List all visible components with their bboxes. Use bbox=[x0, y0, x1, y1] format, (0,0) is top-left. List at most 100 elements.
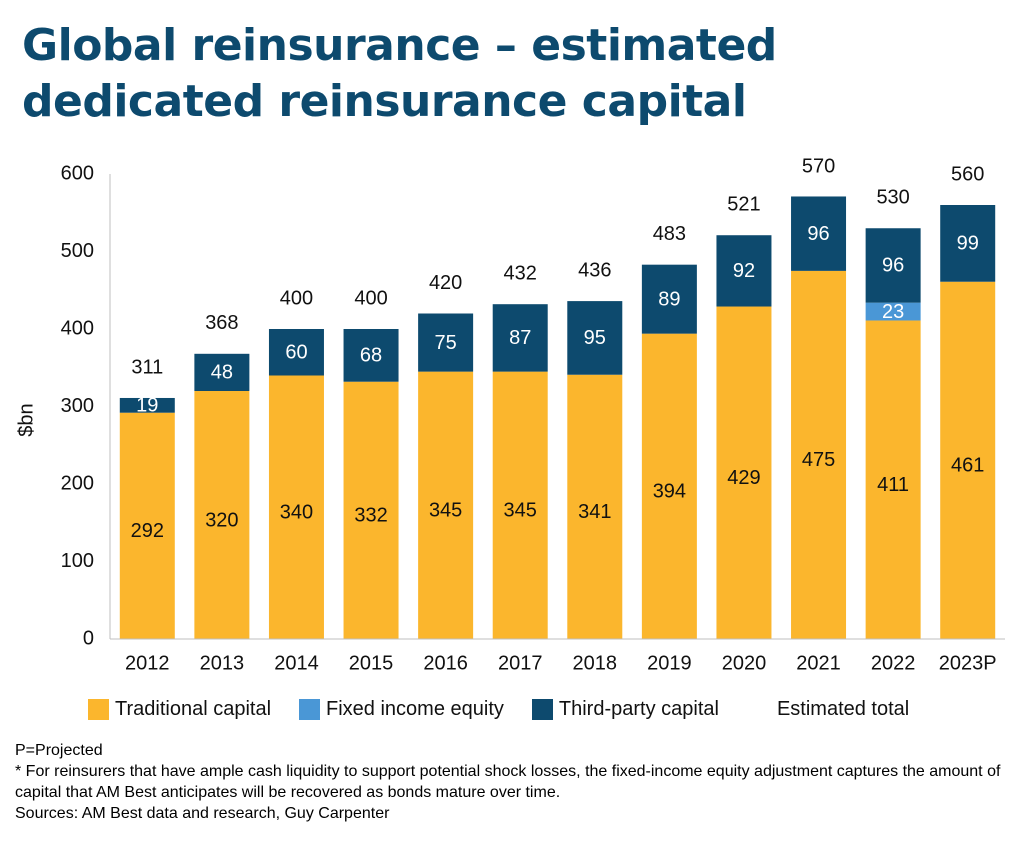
data-label-third-party-2015: 68 bbox=[360, 345, 382, 367]
y-tick-label-600: 600 bbox=[61, 162, 94, 184]
legend-label-third-party: Third-party capital bbox=[558, 697, 719, 720]
data-label-third-party-2012: 19 bbox=[136, 395, 158, 417]
note-fixed-income: * For reinsurers that have ample cash li… bbox=[15, 763, 1001, 801]
bar-traditional-2013 bbox=[194, 391, 250, 639]
chart-title-line-2: dedicated reinsurance capital bbox=[22, 76, 747, 127]
data-label-third-party-2016: 75 bbox=[435, 332, 457, 354]
x-tick-label-2022: 2022 bbox=[871, 652, 916, 674]
note-projected: P=Projected bbox=[15, 742, 103, 759]
data-label-traditional-2019: 394 bbox=[653, 481, 686, 503]
total-label-2022: 530 bbox=[876, 187, 909, 209]
total-label-2020: 521 bbox=[727, 194, 760, 216]
legend: Traditional capital Fixed income equity … bbox=[88, 696, 937, 722]
legend-swatch-fixed-income bbox=[299, 698, 321, 720]
bar-traditional-2020 bbox=[716, 306, 772, 639]
chart-title-line-1: Global reinsurance – estimated bbox=[22, 20, 777, 71]
data-label-third-party-2017: 87 bbox=[509, 327, 531, 349]
data-label-traditional-2021: 475 bbox=[802, 449, 835, 471]
data-label-traditional-2018: 341 bbox=[578, 501, 611, 523]
bar-third-party-2020 bbox=[716, 235, 772, 307]
x-tick-label-2016: 2016 bbox=[423, 652, 468, 674]
total-label-2017: 432 bbox=[504, 262, 537, 284]
bar-third-party-2019 bbox=[641, 264, 697, 334]
total-label-2012: 311 bbox=[131, 356, 163, 378]
data-label-third-party-2018: 95 bbox=[584, 327, 606, 349]
bar-fixed-income-2022 bbox=[865, 302, 921, 321]
legend-item-total: Estimated total bbox=[777, 698, 909, 721]
bars-group bbox=[119, 196, 996, 639]
legend-item-traditional: Traditional capital bbox=[88, 698, 271, 721]
data-label-traditional-2020: 429 bbox=[727, 467, 760, 489]
legend-item-fixed-income: Fixed income equity bbox=[299, 698, 504, 721]
bar-third-party-2015 bbox=[343, 329, 399, 382]
bar-third-party-2013 bbox=[194, 353, 250, 391]
data-label-third-party-2020: 92 bbox=[733, 260, 755, 282]
labels-group: 292 19 311 320 48 368 340 60 400 332 68 400 345 75 420… bbox=[131, 156, 985, 543]
legend-item-third-party: Third-party capital bbox=[531, 697, 719, 721]
data-label-third-party-2023P: 99 bbox=[957, 233, 979, 255]
bar-third-party-2017 bbox=[492, 304, 548, 372]
y-tick-label-200: 200 bbox=[61, 472, 94, 494]
y-tick-label-500: 500 bbox=[61, 240, 94, 262]
bar-traditional-2021 bbox=[791, 270, 847, 639]
x-tick-label-2014: 2014 bbox=[274, 652, 319, 674]
bar-third-party-2022 bbox=[865, 228, 921, 303]
data-label-third-party-2014: 60 bbox=[285, 342, 307, 364]
x-tick-label-2012: 2012 bbox=[125, 652, 170, 674]
data-label-third-party-2021: 96 bbox=[807, 223, 829, 245]
data-label-traditional-2015: 332 bbox=[354, 505, 387, 527]
bar-third-party-2021 bbox=[791, 196, 847, 271]
data-label-fixed-income-2022: 23 bbox=[882, 301, 904, 323]
axis-group: 2012 2013 2014 2015 2016 2017 2018 2019 2020 2021… bbox=[15, 162, 1005, 674]
note-sources: Sources: AM Best data and research, Guy … bbox=[15, 805, 390, 822]
total-label-2015: 400 bbox=[354, 287, 387, 309]
total-label-2023P: 560 bbox=[951, 163, 984, 185]
bar-third-party-2014 bbox=[268, 329, 324, 376]
x-tick-label-2018: 2018 bbox=[573, 652, 618, 674]
y-tick-label-300: 300 bbox=[61, 395, 94, 417]
legend-swatch-traditional bbox=[88, 698, 109, 720]
x-tick-label-2023P: 2023P bbox=[939, 652, 997, 674]
data-label-traditional-2014: 340 bbox=[280, 502, 313, 524]
bar-traditional-2023P bbox=[940, 281, 996, 639]
bar-traditional-2015 bbox=[343, 381, 399, 639]
y-tick-label-0: 0 bbox=[83, 627, 94, 649]
total-label-2016: 420 bbox=[429, 272, 462, 294]
total-label-2013: 368 bbox=[205, 312, 238, 334]
x-tick-label-2019: 2019 bbox=[647, 652, 692, 674]
bar-traditional-2012 bbox=[119, 412, 175, 639]
data-label-traditional-2012: 292 bbox=[131, 520, 164, 542]
x-tick-label-2020: 2020 bbox=[722, 652, 767, 674]
x-tick-label-2021: 2021 bbox=[796, 652, 841, 674]
legend-swatch-third-party bbox=[531, 698, 553, 720]
data-label-traditional-2022: 411 bbox=[877, 474, 909, 496]
bar-traditional-2018 bbox=[567, 374, 623, 639]
stacked-bar-chart: 2012 2013 2014 2015 2016 2017 2018 2019 2020 2021… bbox=[15, 156, 1005, 674]
data-label-traditional-2013: 320 bbox=[205, 509, 238, 531]
legend-label-traditional: Traditional capital bbox=[115, 697, 272, 720]
bar-traditional-2016 bbox=[418, 371, 474, 639]
y-tick-label-100: 100 bbox=[61, 550, 94, 572]
chart-title: Global reinsurance – estimated dedicated… bbox=[22, 18, 777, 130]
y-axis-label: $bn bbox=[15, 403, 37, 436]
data-label-third-party-2019: 89 bbox=[658, 288, 680, 310]
data-label-traditional-2016: 345 bbox=[429, 500, 462, 522]
footnotes: P=Projected * For reinsurers that have a… bbox=[15, 740, 1020, 824]
bar-traditional-2017 bbox=[492, 371, 548, 639]
x-tick-label-2017: 2017 bbox=[498, 652, 543, 674]
x-tick-label-2015: 2015 bbox=[349, 652, 394, 674]
data-label-traditional-2023P: 461 bbox=[951, 455, 984, 477]
total-label-2014: 400 bbox=[280, 287, 313, 309]
x-tick-label-2013: 2013 bbox=[200, 652, 245, 674]
legend-label-fixed-income: Fixed income equity bbox=[326, 697, 504, 720]
legend-label-total: Estimated total bbox=[776, 697, 910, 720]
bar-third-party-2012 bbox=[119, 397, 175, 413]
total-label-2018: 436 bbox=[578, 259, 611, 281]
total-label-2019: 483 bbox=[653, 223, 686, 245]
bar-third-party-2018 bbox=[567, 301, 623, 375]
bar-traditional-2022 bbox=[865, 320, 921, 639]
y-tick-label-400: 400 bbox=[61, 317, 94, 339]
bar-traditional-2019 bbox=[641, 333, 697, 639]
bar-third-party-2023P bbox=[940, 205, 996, 282]
bar-traditional-2014 bbox=[268, 375, 324, 639]
